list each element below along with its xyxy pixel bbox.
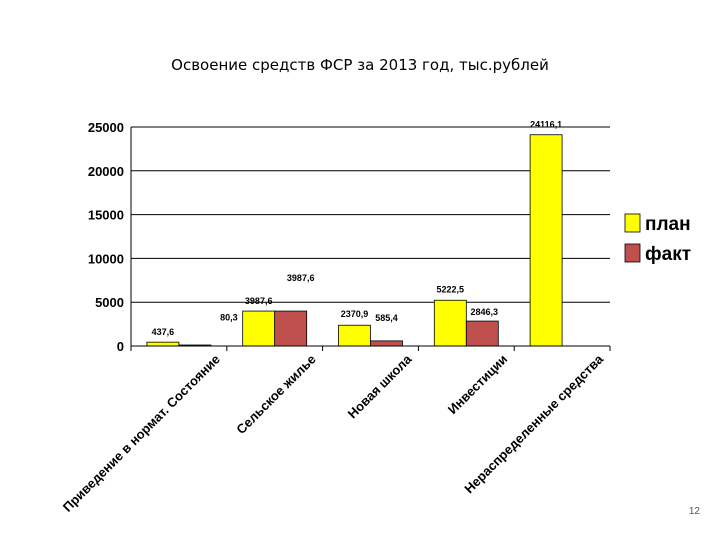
data-label: 5222,5: [437, 284, 465, 294]
data-label: 2370,9: [341, 309, 369, 319]
legend-swatch: [624, 213, 641, 233]
data-label: 437,6: [152, 327, 175, 337]
y-tick-label: 25000: [88, 120, 124, 135]
bar-plan: [242, 310, 276, 347]
category-label: Сельское жилье: [233, 352, 318, 437]
bars: [146, 134, 563, 347]
y-tick-label: 5000: [95, 295, 124, 310]
legend: план факт: [624, 213, 691, 265]
y-tick-label: 20000: [88, 164, 124, 179]
data-label: 2846,3: [471, 307, 499, 317]
bar-plan: [529, 134, 563, 347]
legend-label: план: [645, 214, 691, 235]
y-tick-label: 0: [117, 339, 124, 354]
data-label: 24116,1: [530, 120, 562, 130]
y-tick-label: 10000: [88, 251, 124, 266]
category-label: Инвестиции: [445, 352, 511, 418]
category-labels: Приведение в нормат. Состояние Сельское ж…: [60, 351, 607, 515]
y-axis-ticks: 0 5000 10000 15000 20000 25000: [88, 120, 124, 354]
legend-swatch: [624, 243, 641, 263]
category-label: Приведение в нормат. Состояние: [60, 352, 223, 515]
bar-plan: [146, 341, 180, 347]
y-tick-label: 15000: [88, 208, 124, 223]
x-axis: [130, 127, 611, 351]
bar-plan: [433, 299, 467, 347]
data-label: 80,3: [220, 312, 238, 322]
legend-label: факт: [645, 244, 691, 265]
page-number: 12: [688, 506, 700, 517]
data-labels: 437,6 80,3 3987,6 3987,6 2370,9 585,4 5222,5 28…: [152, 120, 562, 337]
bar-plan: [338, 324, 371, 347]
bar-fact: [274, 310, 308, 347]
data-label: 3987,6: [287, 273, 315, 283]
chart-title: Освоение средств ФСР за 2013 год, тыс.ру…: [171, 56, 549, 74]
bar-fact: [465, 320, 499, 347]
bar-fact: [370, 340, 403, 347]
data-label: 3987,6: [245, 296, 273, 306]
category-label: Новая школа: [345, 351, 415, 421]
data-label: 585,4: [375, 313, 398, 323]
